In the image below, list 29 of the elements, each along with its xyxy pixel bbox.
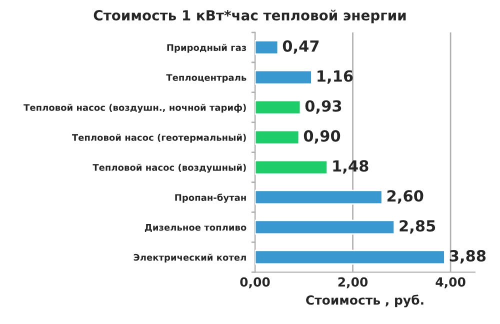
- y-tick-label: Электрический котел: [134, 254, 246, 262]
- x-axis-title: Стоимость , руб.: [306, 294, 424, 308]
- bar: [255, 190, 383, 205]
- bar: [255, 130, 300, 145]
- y-tick-label: Тепловой насос (воздушн., ночной тариф): [24, 104, 246, 113]
- data-label: 0,93: [305, 100, 342, 114]
- bar: [255, 40, 279, 55]
- y-tick-label: Тепловой насос (воздушный): [92, 164, 246, 173]
- bar: [255, 220, 396, 235]
- y-tick-label: Тепловой насос (геотермальный): [72, 134, 246, 143]
- x-tick-label: 2,00: [338, 277, 368, 288]
- data-label: 2,85: [400, 220, 436, 234]
- y-tick-label: Природный газ: [167, 44, 246, 53]
- data-label: 1,16: [318, 70, 353, 84]
- data-label: 0,90: [304, 130, 340, 144]
- data-label: 1,48: [333, 160, 368, 174]
- bar: [255, 160, 328, 175]
- data-label: 2,60: [387, 190, 424, 204]
- chart-title: Стоимость 1 кВт*час тепловой энергии: [94, 10, 406, 24]
- bar: [255, 100, 302, 115]
- y-tick-label: Дизельное топливо: [144, 224, 246, 232]
- bar: [255, 70, 312, 85]
- x-tick-label: 0,00: [240, 277, 270, 288]
- data-label: 3,88: [450, 250, 486, 264]
- data-label: 0,47: [282, 40, 319, 54]
- bar: [255, 250, 446, 265]
- y-tick-label: Теплоцентраль: [166, 74, 246, 83]
- x-tick-label: 4,00: [436, 277, 466, 288]
- y-tick-label: Пропан-бутан: [175, 194, 246, 203]
